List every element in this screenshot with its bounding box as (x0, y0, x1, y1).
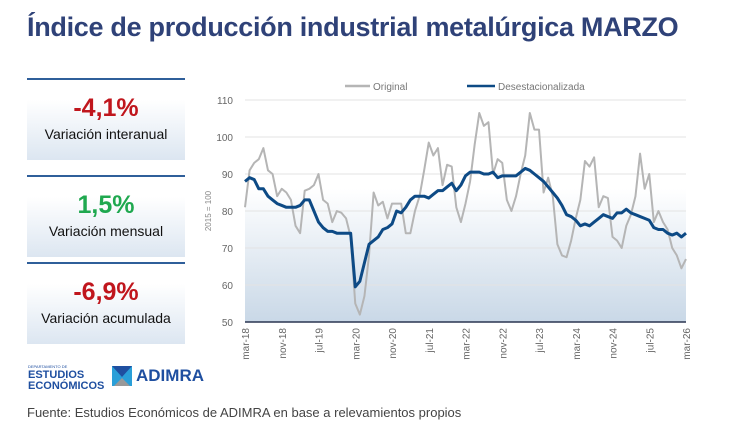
card-acumulada: -6,9% Variación acumulada (27, 262, 185, 344)
legend-desestacionalizada: Desestacionalizada (498, 82, 585, 93)
x-tick-label: jul-19 (315, 328, 326, 354)
x-tick-label: mar-20 (351, 328, 362, 360)
adimra-icon (112, 366, 132, 386)
x-tick-label: mar-18 (241, 328, 252, 360)
x-tick-label: jul-23 (535, 328, 546, 354)
y-axis-label: 2015 = 100 (204, 190, 213, 231)
card-label: Variación interanual (44, 126, 168, 142)
y-tick-label: 50 (222, 318, 234, 329)
x-tick-label: mar-26 (682, 328, 693, 360)
card-interanual: -4,1% Variación interanual (27, 78, 185, 160)
source-note: Fuente: Estudios Económicos de ADIMRA en… (27, 405, 462, 420)
x-tick-label: nov-18 (278, 328, 289, 359)
series-line-desestacionalizada (244, 166, 687, 289)
card-value: -4,1% (73, 94, 139, 122)
y-tick-label: 110 (217, 96, 233, 107)
x-tick-label: nov-24 (609, 328, 620, 359)
series-line-original (244, 111, 687, 316)
x-tick-label: jul-25 (645, 328, 656, 354)
adimra-logo: ADIMRA (112, 366, 204, 386)
y-tick-label: 60 (222, 281, 234, 292)
y-tick-label: 70 (222, 244, 234, 255)
x-tick-label: nov-20 (388, 328, 399, 359)
card-value: 1,5% (77, 191, 135, 219)
x-tick-label: jul-21 (425, 328, 436, 354)
card-label: Variación mensual (48, 223, 164, 239)
x-tick-label: mar-24 (572, 328, 583, 360)
x-tick-label: mar-22 (462, 328, 473, 360)
y-tick-label: 80 (222, 207, 234, 218)
page-title: Índice de producción industrial metalúrg… (27, 12, 679, 42)
card-mensual: 1,5% Variación mensual (27, 175, 185, 257)
legend-original: Original (373, 82, 407, 93)
y-tick-label: 90 (222, 170, 234, 181)
card-value: -6,9% (73, 278, 139, 306)
card-label: Variación acumulada (41, 310, 171, 326)
line-chart: 50 60 70 80 90 100 110 mar-18 nov-18 jul-19 mar-20… (204, 82, 693, 360)
estudios-economicos-logo: DEPARTAMENTO DE ESTUDIOS ECONÓMICOS (28, 364, 105, 392)
y-tick-label: 100 (216, 133, 233, 144)
x-tick-label: nov-22 (498, 328, 509, 359)
